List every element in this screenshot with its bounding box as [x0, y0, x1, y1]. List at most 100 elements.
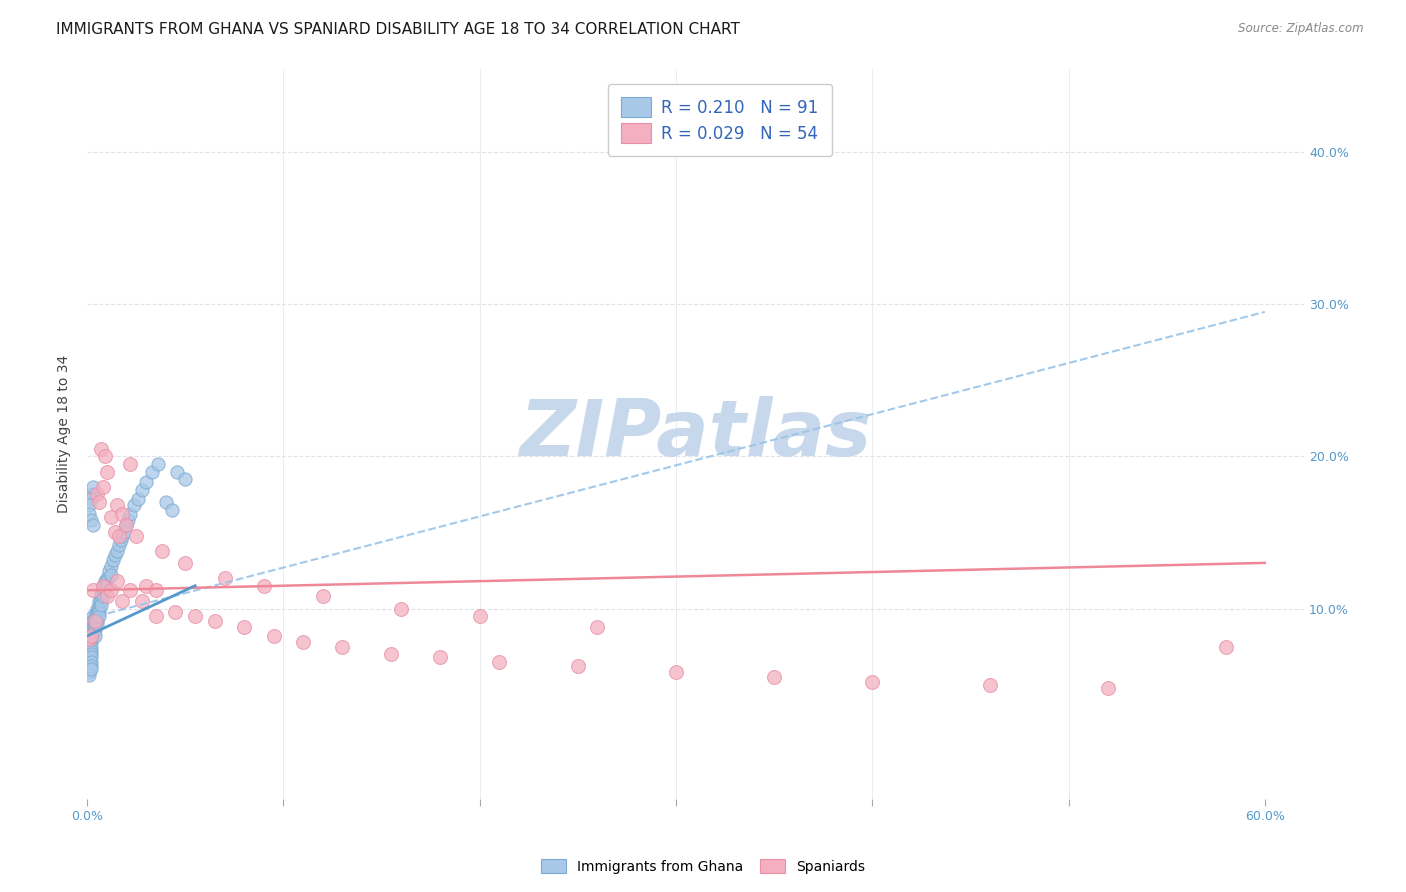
Point	[233, 620, 256, 634]
Point	[468, 609, 491, 624]
Point	[380, 647, 402, 661]
Point	[114, 525, 136, 540]
Point	[111, 528, 134, 542]
Point	[567, 659, 589, 673]
Point	[860, 674, 883, 689]
Point	[84, 609, 107, 624]
Point	[84, 616, 107, 631]
Point	[145, 583, 167, 598]
Point	[84, 620, 107, 634]
Point	[82, 629, 104, 643]
Point	[184, 609, 207, 624]
Point	[77, 653, 100, 667]
Point	[145, 609, 167, 624]
Point	[80, 659, 103, 673]
Point	[107, 538, 129, 552]
Point	[94, 450, 117, 464]
Point	[111, 594, 134, 608]
Point	[80, 647, 103, 661]
Point	[1215, 640, 1237, 654]
Point	[84, 629, 107, 643]
Point	[105, 498, 128, 512]
Point	[91, 579, 114, 593]
Point	[150, 543, 173, 558]
Point	[87, 601, 110, 615]
Point	[82, 609, 104, 624]
Point	[263, 629, 285, 643]
Point	[165, 605, 187, 619]
Point	[214, 571, 236, 585]
Text: Source: ZipAtlas.com: Source: ZipAtlas.com	[1239, 22, 1364, 36]
Point	[97, 564, 120, 578]
Point	[80, 627, 103, 641]
Point	[77, 632, 100, 646]
Point	[77, 635, 100, 649]
Point	[80, 629, 103, 643]
Point	[330, 640, 353, 654]
Point	[94, 579, 117, 593]
Point	[131, 483, 153, 497]
Point	[91, 480, 114, 494]
Point	[90, 599, 112, 613]
Point	[86, 609, 108, 624]
Point	[87, 609, 110, 624]
Point	[100, 568, 122, 582]
Point	[105, 574, 128, 589]
Point	[111, 507, 134, 521]
Point	[131, 594, 153, 608]
Point	[77, 632, 100, 646]
Text: ZIPatlas: ZIPatlas	[519, 395, 872, 472]
Point	[166, 465, 188, 479]
Point	[86, 616, 108, 631]
Point	[204, 614, 226, 628]
Point	[96, 574, 118, 589]
Point	[77, 668, 100, 682]
Point	[80, 513, 103, 527]
Point	[80, 655, 103, 669]
Point	[96, 571, 118, 585]
Point	[100, 558, 122, 573]
Point	[120, 457, 142, 471]
Point	[77, 641, 100, 656]
Point	[105, 543, 128, 558]
Point	[77, 638, 100, 652]
Point	[135, 475, 157, 490]
Point	[125, 528, 148, 542]
Point	[115, 517, 138, 532]
Point	[292, 635, 315, 649]
Point	[253, 579, 276, 593]
Point	[135, 579, 157, 593]
Point	[96, 590, 118, 604]
Point	[160, 502, 183, 516]
Point	[107, 528, 129, 542]
Point	[115, 517, 138, 532]
Point	[127, 491, 149, 506]
Point	[91, 579, 114, 593]
Point	[389, 601, 412, 615]
Point	[77, 659, 100, 673]
Point	[77, 647, 100, 661]
Point	[96, 465, 118, 479]
Point	[91, 583, 114, 598]
Point	[77, 650, 100, 665]
Point	[174, 472, 197, 486]
Legend: R = 0.210   N = 91, R = 0.029   N = 54: R = 0.210 N = 91, R = 0.029 N = 54	[607, 84, 832, 156]
Point	[155, 495, 177, 509]
Point	[91, 590, 114, 604]
Point	[174, 556, 197, 570]
Point	[146, 457, 169, 471]
Point	[90, 594, 112, 608]
Point	[87, 594, 110, 608]
Point	[90, 590, 112, 604]
Point	[77, 665, 100, 680]
Point	[100, 583, 122, 598]
Point	[120, 507, 142, 521]
Point	[488, 655, 510, 669]
Point	[94, 574, 117, 589]
Point	[90, 442, 112, 456]
Point	[82, 624, 104, 639]
Point	[82, 517, 104, 532]
Point	[979, 677, 1001, 691]
Point	[1097, 681, 1119, 695]
Point	[77, 507, 100, 521]
